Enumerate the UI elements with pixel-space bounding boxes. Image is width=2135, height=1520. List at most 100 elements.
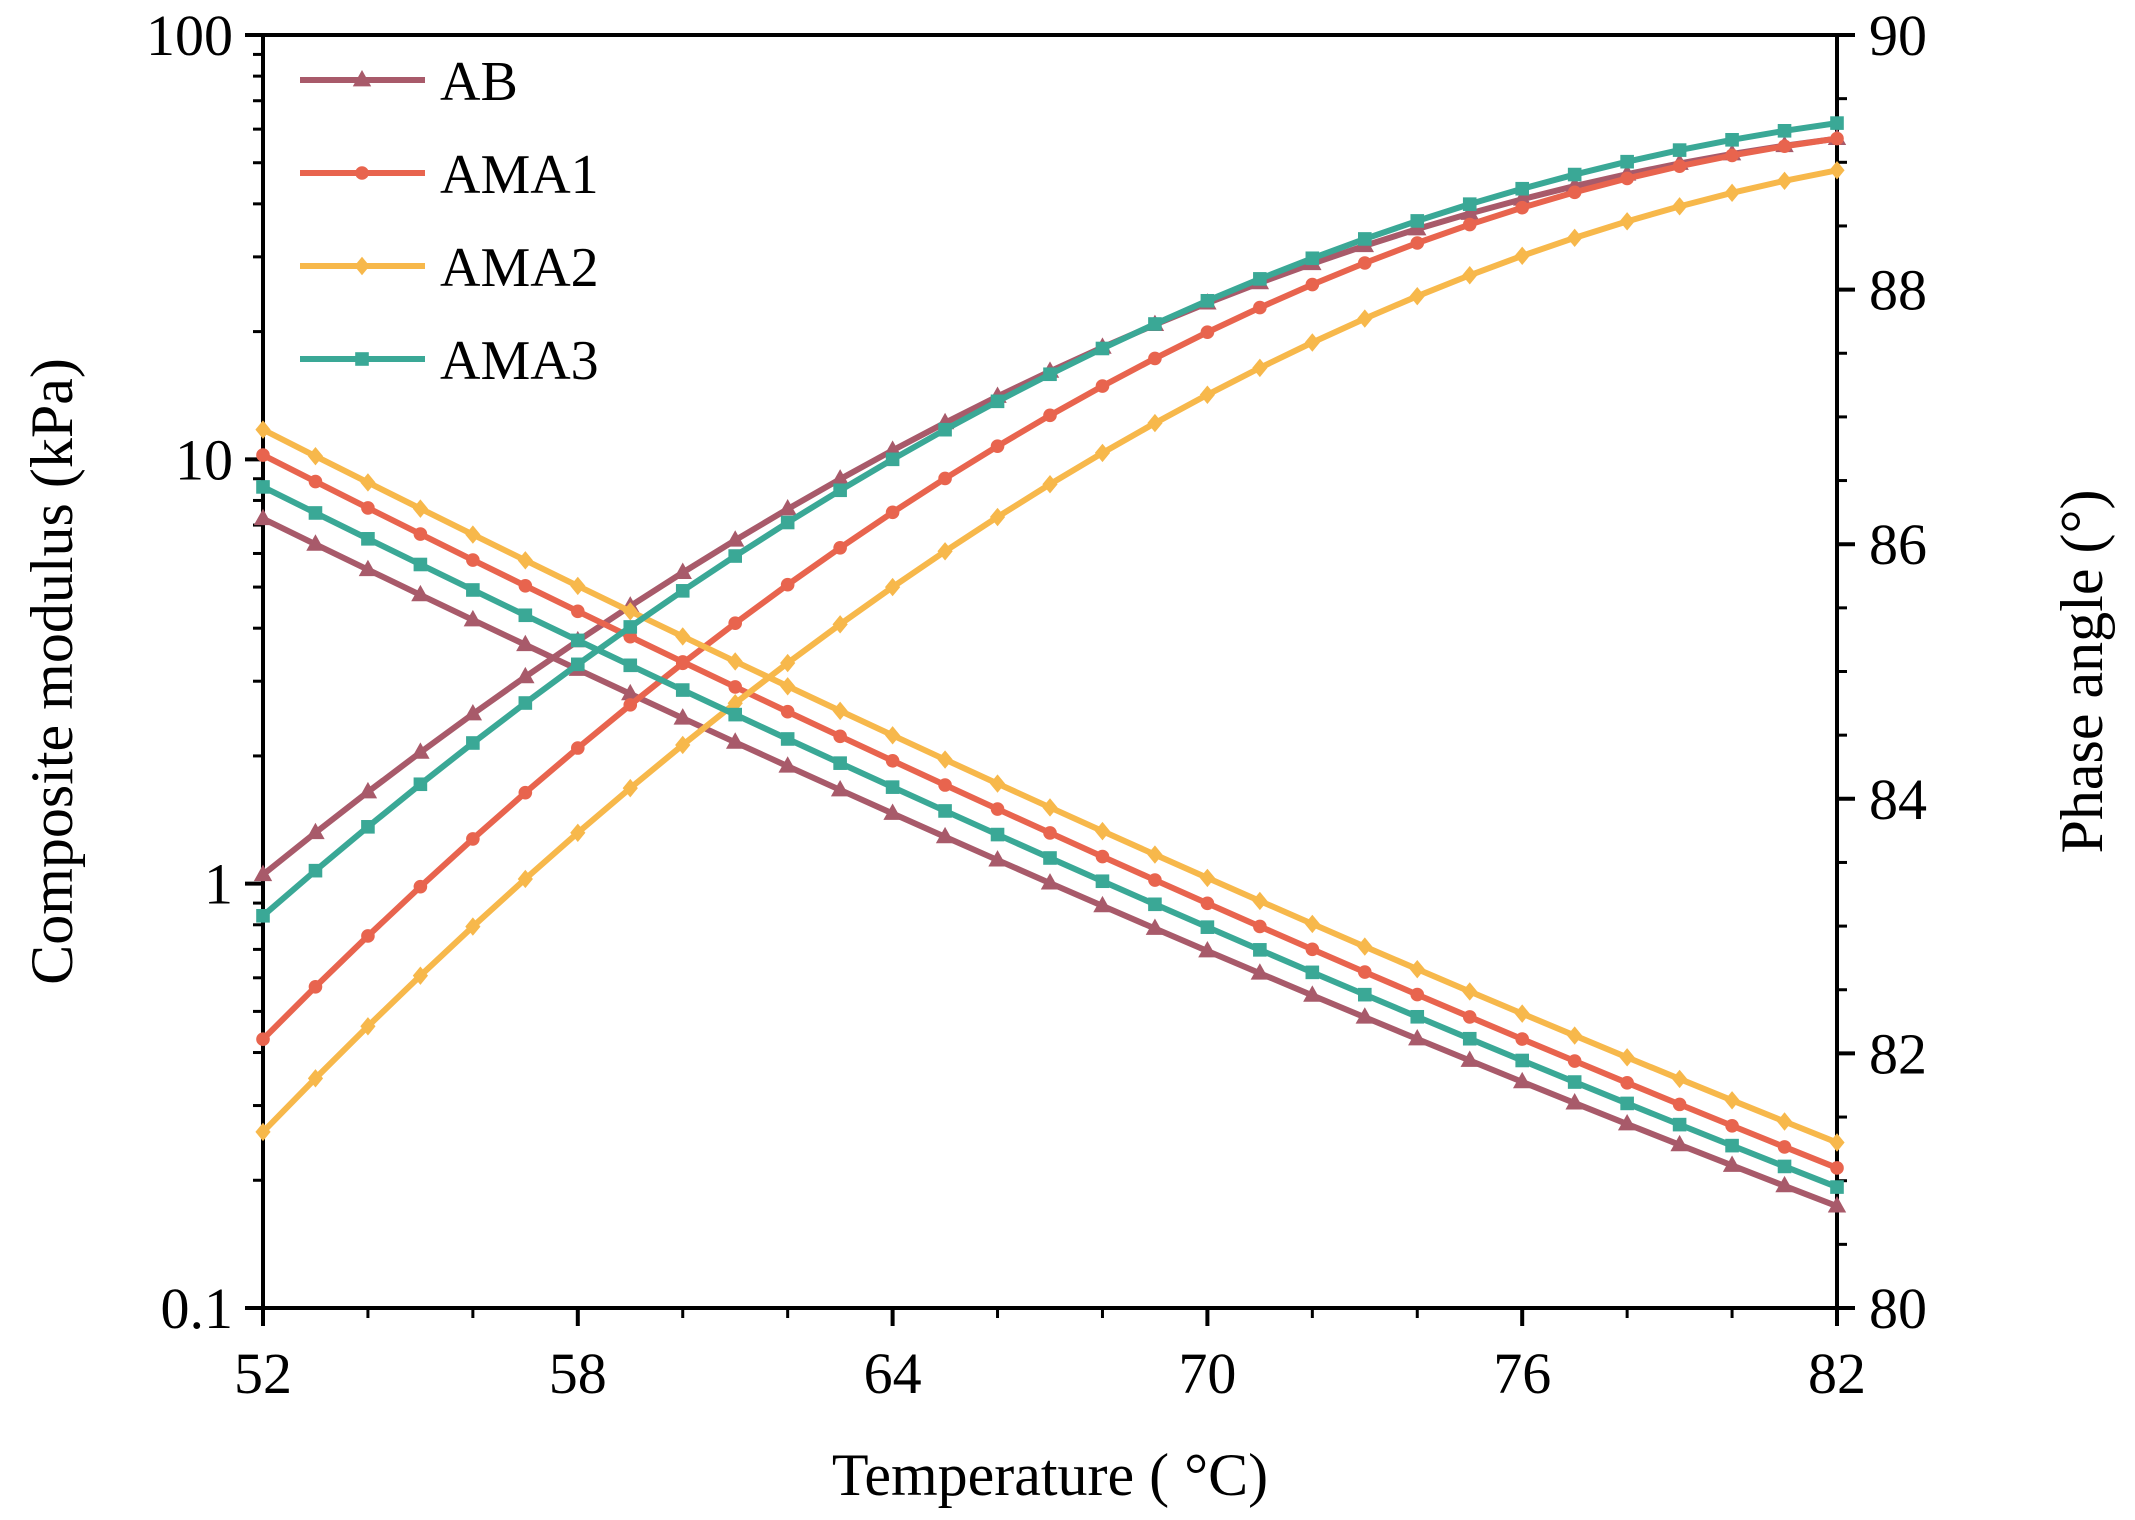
- modulus-point-ama2: [885, 577, 901, 597]
- phase-point-ama3: [518, 608, 533, 623]
- legend-label-ama1: AMA1: [440, 144, 599, 206]
- y-left-axis-title: Composite modulus (kPa): [19, 358, 85, 985]
- phase-point-ama2: [1199, 868, 1215, 888]
- modulus-point-ab: [1460, 203, 1479, 220]
- modulus-point-ab: [253, 864, 273, 882]
- phase-point-ama2: [727, 652, 743, 671]
- modulus-point-ama2: [727, 694, 743, 713]
- phase-point-ama3: [466, 583, 480, 597]
- phase-point-ama3: [728, 707, 742, 722]
- phase-point-ama2: [989, 774, 1006, 793]
- y-right-tick-label: 88: [1869, 258, 1927, 323]
- modulus-point-ama2: [1042, 475, 1058, 494]
- y-left-tick-label: 0.1: [161, 1276, 234, 1341]
- modulus-point-ama3: [1253, 272, 1267, 286]
- phase-point-ab: [411, 584, 430, 602]
- phase-point-ama1: [1095, 849, 1110, 864]
- modulus-point-ama3: [1515, 181, 1529, 196]
- modulus-point-ama2: [1462, 266, 1478, 285]
- legend-marker-ab: [352, 70, 372, 87]
- modulus-point-ama2: [1199, 385, 1215, 404]
- modulus-point-ama2: [517, 869, 533, 889]
- phase-point-ab: [253, 508, 273, 526]
- modulus-point-ab: [516, 666, 535, 684]
- modulus-point-ama3: [466, 736, 480, 750]
- modulus-point-ama2: [780, 653, 796, 673]
- phase-point-ab: [1513, 1071, 1532, 1089]
- modulus-point-ama3: [1567, 167, 1582, 182]
- phase-point-ama1: [780, 704, 795, 719]
- phase-point-ama3: [1148, 897, 1162, 912]
- modulus-point-ama2: [412, 966, 428, 985]
- modulus-point-ama3: [1043, 367, 1057, 382]
- modulus-point-ama1: [518, 785, 533, 800]
- phase-point-ama1: [1462, 1010, 1477, 1024]
- modulus-point-ab: [830, 469, 850, 486]
- modulus-point-ama1: [1148, 351, 1162, 366]
- modulus-point-ama3: [571, 657, 585, 672]
- plot-frame: [261, 33, 1839, 1310]
- phase-point-ama1: [1672, 1097, 1687, 1112]
- modulus-point-ama1: [1567, 185, 1582, 200]
- legend-marker-ama2: [354, 256, 370, 276]
- modulus-point-ama1: [728, 616, 742, 631]
- legend-item-ama3: AMA3: [300, 330, 599, 392]
- modulus-point-ama1: [413, 879, 428, 894]
- phase-point-ama2: [1462, 982, 1478, 1001]
- phase-point-ama2: [1252, 891, 1268, 911]
- modulus-point-ab: [463, 703, 483, 721]
- phase-point-ama2: [937, 750, 953, 769]
- x-tick-label: 70: [1178, 1341, 1236, 1406]
- phase-point-ama3: [675, 683, 690, 697]
- phase-point-ama3: [1567, 1075, 1582, 1089]
- phase-point-ama1: [833, 729, 847, 744]
- phase-point-ama2: [885, 726, 901, 745]
- phase-point-ama1: [466, 553, 480, 567]
- phase-point-ama1: [1777, 1140, 1792, 1154]
- modulus-point-ama3: [990, 394, 1005, 409]
- phase-point-ama3: [1200, 920, 1215, 934]
- phase-point-ama2: [1357, 937, 1373, 956]
- modulus-point-ama3: [1200, 293, 1215, 308]
- phase-point-ama1: [1043, 826, 1057, 840]
- x-tick-label: 64: [864, 1341, 922, 1406]
- phase-point-ama1: [1567, 1054, 1582, 1068]
- phase-point-ama3: [1672, 1117, 1687, 1132]
- phase-point-ama3: [1725, 1138, 1739, 1153]
- modulus-point-ama1: [466, 832, 480, 846]
- phase-point-ama2: [1304, 914, 1320, 934]
- phase-point-ab: [1565, 1093, 1584, 1110]
- phase-point-ama3: [1253, 943, 1267, 957]
- phase-point-ama1: [1148, 873, 1162, 887]
- phase-point-ab: [883, 803, 902, 820]
- modulus-point-ab: [1513, 189, 1532, 206]
- phase-point-ama2: [570, 576, 586, 596]
- modulus-point-ama2: [1619, 212, 1635, 231]
- phase-point-ama2: [1567, 1026, 1583, 1045]
- phase-point-ama3: [885, 780, 900, 794]
- phase-point-ama1: [1305, 942, 1320, 957]
- phase-point-ama1: [1410, 987, 1425, 1002]
- phase-point-ama3: [361, 532, 375, 546]
- modulus-point-ama1: [1200, 325, 1215, 340]
- phase-point-ama1: [728, 680, 742, 694]
- phase-point-ab: [1670, 1134, 1689, 1152]
- phase-line-ama2: [261, 426, 1839, 1146]
- modulus-point-ama1: [361, 929, 375, 943]
- phase-point-ab: [673, 708, 692, 725]
- phase-point-ama2: [1514, 1004, 1530, 1023]
- modulus-point-ama1: [1095, 379, 1110, 393]
- phase-point-ab: [1093, 895, 1112, 913]
- phase-point-ama1: [1253, 919, 1267, 934]
- modulus-point-ama1: [990, 439, 1005, 453]
- y-right-axis-title: Phase angle (°): [2049, 490, 2115, 854]
- phase-point-ama3: [833, 756, 847, 770]
- modulus-point-ama2: [675, 735, 691, 755]
- modulus-point-ama3: [1725, 133, 1739, 147]
- phase-point-ama1: [1620, 1076, 1634, 1090]
- phase-point-ab: [306, 534, 325, 551]
- legend: AB AMA1 AMA2 AMA3: [300, 51, 599, 392]
- phase-point-ama1: [990, 802, 1005, 816]
- phase-point-ama2: [622, 602, 638, 621]
